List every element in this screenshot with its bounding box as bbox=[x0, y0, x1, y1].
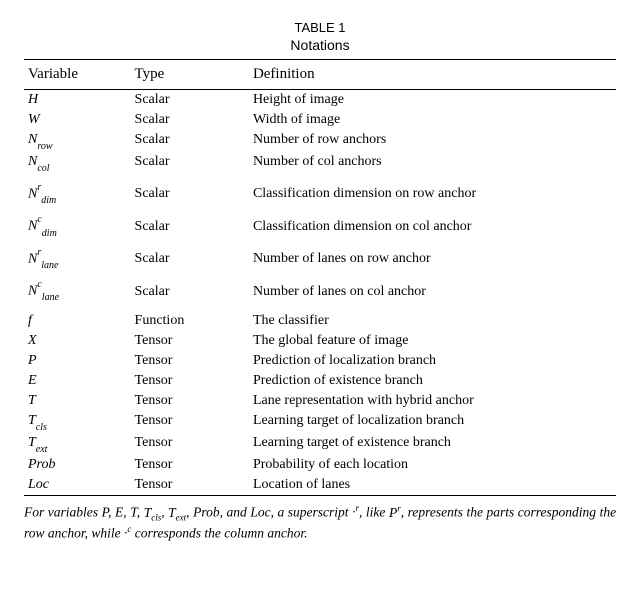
cell-definition: Height of image bbox=[249, 90, 616, 111]
table-body: HScalarHeight of imageWScalarWidth of im… bbox=[24, 90, 616, 496]
cell-variable: P bbox=[24, 351, 131, 371]
cell-definition: Number of row anchors bbox=[249, 130, 616, 152]
cell-variable: Nrdim bbox=[24, 174, 131, 206]
table-row: NrlaneScalarNumber of lanes on row ancho… bbox=[24, 239, 616, 271]
cell-variable: Ncol bbox=[24, 152, 131, 174]
cell-definition: Learning target of localization branch bbox=[249, 411, 616, 433]
cell-type: Scalar bbox=[131, 206, 249, 238]
cell-definition: Number of lanes on row anchor bbox=[249, 239, 616, 271]
cell-definition: Classification dimension on row anchor bbox=[249, 174, 616, 206]
cell-variable: Nclane bbox=[24, 271, 131, 303]
cell-definition: Width of image bbox=[249, 110, 616, 130]
cell-type: Tensor bbox=[131, 475, 249, 496]
cell-type: Tensor bbox=[131, 411, 249, 433]
cell-definition: Prediction of existence branch bbox=[249, 371, 616, 391]
cell-variable: X bbox=[24, 331, 131, 351]
cell-definition: Classification dimension on col anchor bbox=[249, 206, 616, 238]
table-row: HScalarHeight of image bbox=[24, 90, 616, 111]
table-row: TclsTensorLearning target of localizatio… bbox=[24, 411, 616, 433]
notations-table: Variable Type Definition HScalarHeight o… bbox=[24, 59, 616, 496]
table-title: Notations bbox=[24, 37, 616, 53]
table-row: TTensorLane representation with hybrid a… bbox=[24, 391, 616, 411]
table-row: NcolScalarNumber of col anchors bbox=[24, 152, 616, 174]
cell-type: Function bbox=[131, 303, 249, 331]
col-header-definition: Definition bbox=[249, 60, 616, 90]
cell-type: Tensor bbox=[131, 371, 249, 391]
table-row: fFunctionThe classifier bbox=[24, 303, 616, 331]
cell-type: Scalar bbox=[131, 90, 249, 111]
cell-variable: T bbox=[24, 391, 131, 411]
cell-type: Tensor bbox=[131, 433, 249, 455]
table-row: TextTensorLearning target of existence b… bbox=[24, 433, 616, 455]
cell-variable: Tcls bbox=[24, 411, 131, 433]
table-row: WScalarWidth of image bbox=[24, 110, 616, 130]
cell-type: Tensor bbox=[131, 455, 249, 475]
cell-variable: H bbox=[24, 90, 131, 111]
cell-variable: E bbox=[24, 371, 131, 391]
cell-type: Scalar bbox=[131, 239, 249, 271]
table-row: ETensorPrediction of existence branch bbox=[24, 371, 616, 391]
cell-type: Scalar bbox=[131, 152, 249, 174]
table-row: NrdimScalarClassification dimension on r… bbox=[24, 174, 616, 206]
table-footnote: For variables P, E, T, Tcls, Text, Prob,… bbox=[24, 502, 616, 543]
cell-type: Scalar bbox=[131, 174, 249, 206]
cell-definition: Lane representation with hybrid anchor bbox=[249, 391, 616, 411]
cell-definition: Number of col anchors bbox=[249, 152, 616, 174]
cell-definition: Location of lanes bbox=[249, 475, 616, 496]
cell-definition: The global feature of image bbox=[249, 331, 616, 351]
col-header-variable: Variable bbox=[24, 60, 131, 90]
cell-definition: Prediction of localization branch bbox=[249, 351, 616, 371]
cell-variable: Prob bbox=[24, 455, 131, 475]
cell-type: Scalar bbox=[131, 110, 249, 130]
col-header-type: Type bbox=[131, 60, 249, 90]
cell-type: Scalar bbox=[131, 271, 249, 303]
cell-definition: Probability of each location bbox=[249, 455, 616, 475]
cell-variable: Text bbox=[24, 433, 131, 455]
cell-definition: The classifier bbox=[249, 303, 616, 331]
cell-variable: Nrow bbox=[24, 130, 131, 152]
cell-variable: Loc bbox=[24, 475, 131, 496]
cell-variable: W bbox=[24, 110, 131, 130]
table-row: LocTensorLocation of lanes bbox=[24, 475, 616, 496]
cell-definition: Number of lanes on col anchor bbox=[249, 271, 616, 303]
cell-definition: Learning target of existence branch bbox=[249, 433, 616, 455]
table-row: PTensorPrediction of localization branch bbox=[24, 351, 616, 371]
table-row: NrowScalarNumber of row anchors bbox=[24, 130, 616, 152]
cell-variable: Ncdim bbox=[24, 206, 131, 238]
cell-variable: f bbox=[24, 303, 131, 331]
table-row: NcdimScalarClassification dimension on c… bbox=[24, 206, 616, 238]
table-row: ProbTensorProbability of each location bbox=[24, 455, 616, 475]
cell-type: Tensor bbox=[131, 351, 249, 371]
table-row: NclaneScalarNumber of lanes on col ancho… bbox=[24, 271, 616, 303]
table-header-row: Variable Type Definition bbox=[24, 60, 616, 90]
cell-variable: Nrlane bbox=[24, 239, 131, 271]
cell-type: Tensor bbox=[131, 391, 249, 411]
cell-type: Scalar bbox=[131, 130, 249, 152]
table-row: XTensorThe global feature of image bbox=[24, 331, 616, 351]
table-label: TABLE 1 bbox=[24, 20, 616, 35]
cell-type: Tensor bbox=[131, 331, 249, 351]
